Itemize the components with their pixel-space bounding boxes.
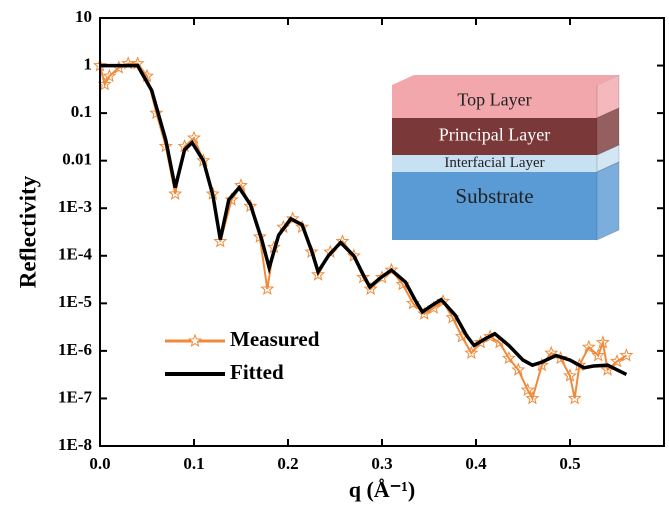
layer-label: Substrate <box>455 184 533 208</box>
layer-top <box>392 75 619 85</box>
x-tick-label: 0.3 <box>371 454 392 473</box>
star-marker <box>520 382 535 396</box>
star-marker <box>525 391 540 405</box>
y-tick-label: 0.01 <box>62 150 92 169</box>
layer-label: Interfacial Layer <box>444 155 544 171</box>
y-axis-title: Reflectivity <box>15 175 40 288</box>
y-tick-label: 1E-6 <box>58 340 92 359</box>
y-tick-label: 1E-5 <box>58 292 92 311</box>
layer <box>392 85 597 118</box>
star-marker <box>356 270 371 284</box>
star-marker <box>610 354 624 368</box>
x-axis-title: q (Å⁻¹) <box>349 477 415 502</box>
y-tick-label: 1E-4 <box>58 245 93 264</box>
star-marker <box>417 306 432 320</box>
y-tick-label: 1 <box>84 54 93 73</box>
star-marker <box>102 68 117 83</box>
star-marker <box>563 368 577 382</box>
y-tick-label: 1E-8 <box>58 435 92 454</box>
star-marker <box>260 281 275 296</box>
layer-label: Top Layer <box>457 90 531 110</box>
star-marker <box>544 345 559 359</box>
layer <box>392 155 597 172</box>
layer-label: Principal Layer <box>439 125 550 145</box>
x-tick-label: 0.1 <box>183 454 204 473</box>
star-marker <box>591 348 606 362</box>
star-marker <box>595 335 610 349</box>
star-marker <box>187 130 201 144</box>
star-marker <box>224 192 239 206</box>
layer <box>392 172 597 240</box>
star-marker <box>567 391 582 405</box>
y-tick-label: 1E-3 <box>58 197 92 216</box>
star-marker <box>384 262 399 276</box>
legend-label: Measured <box>230 327 320 351</box>
star-marker <box>501 350 516 365</box>
layer <box>392 118 597 155</box>
x-tick-label: 0.2 <box>277 454 298 473</box>
x-tick-label: 0.0 <box>89 454 110 473</box>
star-marker <box>213 234 228 248</box>
star-marker <box>252 229 267 243</box>
x-tick-label: 0.5 <box>559 454 580 473</box>
star-marker <box>464 345 479 359</box>
star-marker <box>311 267 326 281</box>
y-tick-label: 10 <box>75 7 92 26</box>
legend-marker <box>188 333 202 348</box>
y-tick-label: 1E-7 <box>58 387 93 406</box>
y-tick-label: 0.1 <box>71 102 92 121</box>
layer-side <box>596 161 620 241</box>
star-marker <box>149 105 164 120</box>
star-marker <box>581 339 596 354</box>
star-marker <box>168 186 183 200</box>
x-tick-label: 0.4 <box>465 454 487 473</box>
series-line <box>100 63 628 376</box>
star-marker <box>363 281 378 296</box>
legend-label: Fitted <box>230 360 284 384</box>
star-marker <box>511 362 526 376</box>
star-marker <box>619 348 634 362</box>
